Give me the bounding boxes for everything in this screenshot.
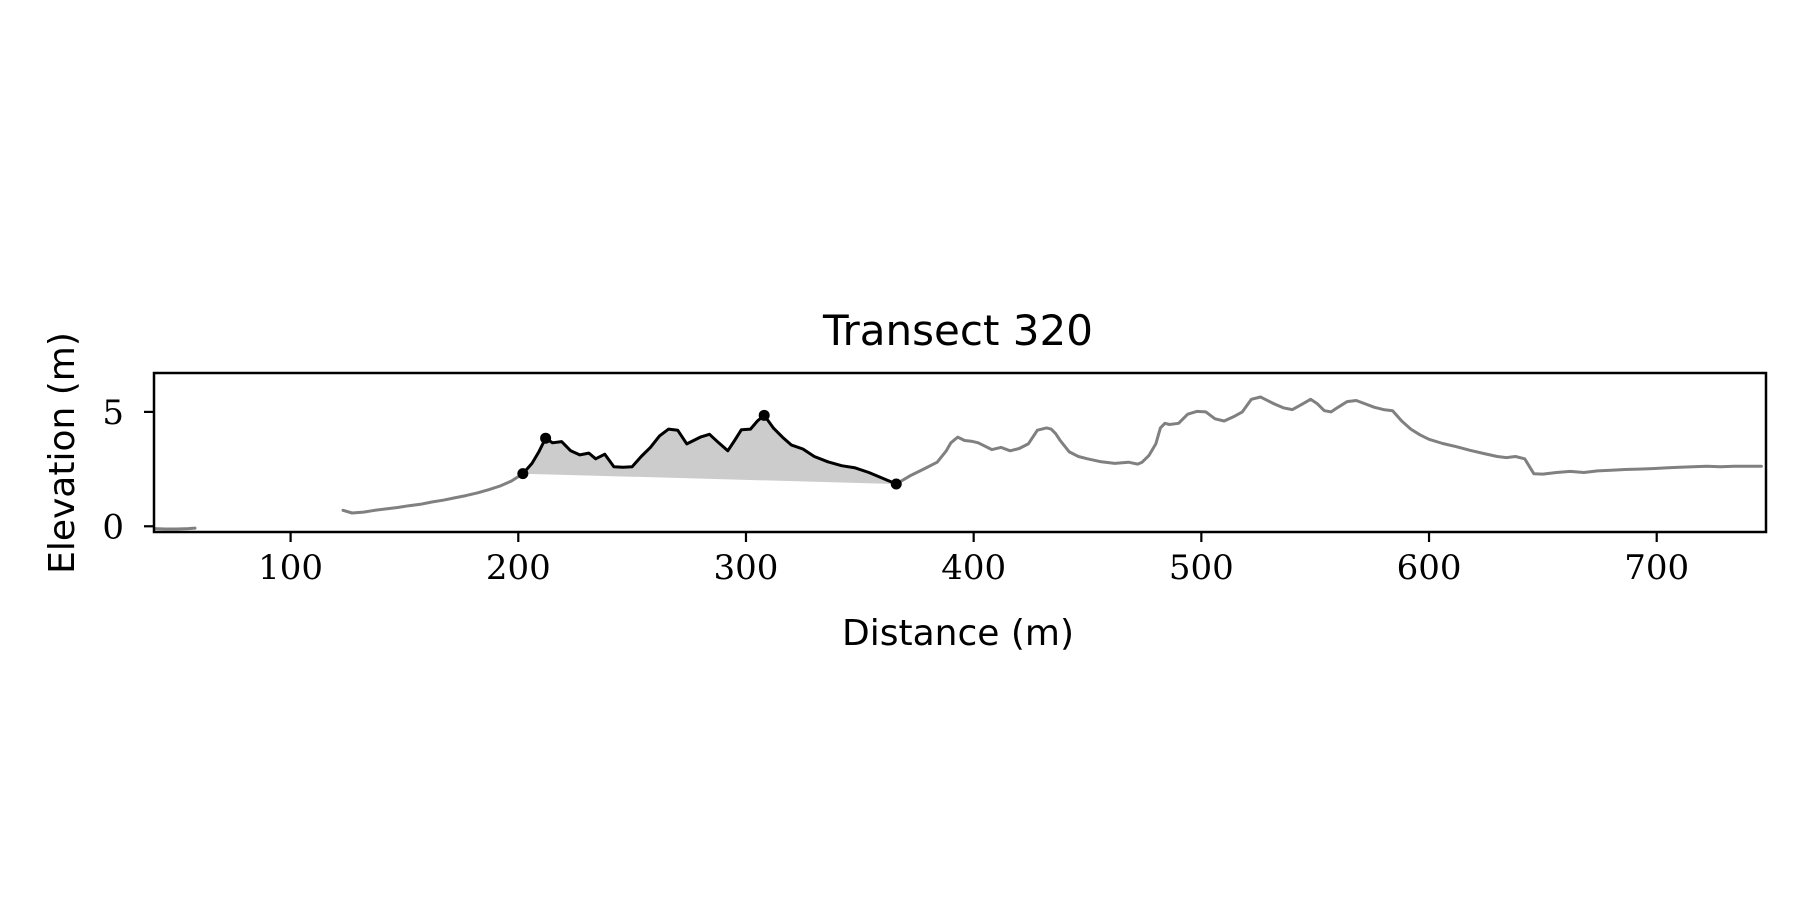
series-layer <box>154 395 1763 531</box>
y-axis: 05 <box>102 393 154 547</box>
x-axis-label: Distance (m) <box>842 613 1074 654</box>
dune-marker-point-2 <box>758 409 770 421</box>
y-axis-label: Elevation (m) <box>42 332 83 574</box>
y-tick-label-0: 0 <box>102 507 124 547</box>
plot-area <box>154 395 1763 531</box>
dune-marker-point-1 <box>540 432 552 444</box>
dune-profile-line-2 <box>521 413 898 486</box>
chart-title: Transect 320 <box>822 306 1093 355</box>
profile-line-1 <box>341 472 525 515</box>
x-tick-label-700: 700 <box>1624 548 1689 588</box>
profile-line-0 <box>154 526 197 531</box>
x-tick-label-500: 500 <box>1169 548 1234 588</box>
dune-volume-fill <box>522 415 897 484</box>
x-tick-label-400: 400 <box>941 548 1006 588</box>
x-tick-label-200: 200 <box>486 548 551 588</box>
y-tick-label-5: 5 <box>102 393 124 433</box>
x-tick-label-300: 300 <box>714 548 779 588</box>
x-axis: 100 200 300 400 500 600 700 <box>258 532 1689 588</box>
profile-line-3 <box>894 395 1763 486</box>
plot-frame <box>152 371 1768 534</box>
x-tick-label-600: 600 <box>1397 548 1462 588</box>
dune-fill-layer <box>522 415 897 484</box>
dune-marker-point-3 <box>890 478 902 490</box>
x-tick-label-100: 100 <box>258 548 323 588</box>
dune-marker-point-0 <box>517 468 529 480</box>
marker-layer <box>517 409 902 490</box>
